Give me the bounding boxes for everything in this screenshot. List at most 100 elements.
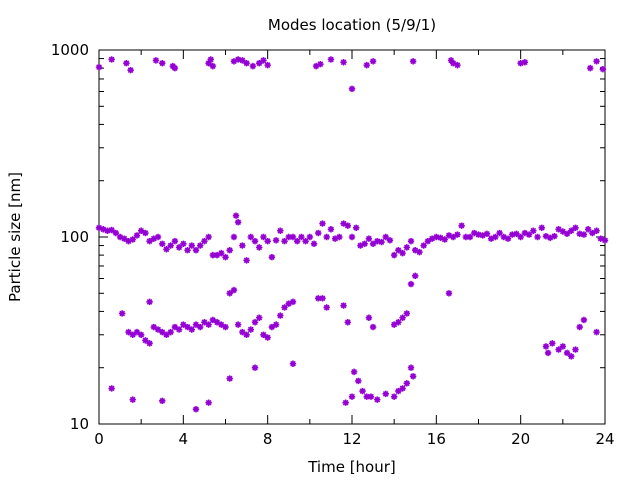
x-tick-label: 16 <box>427 430 446 448</box>
data-point <box>260 331 267 338</box>
data-point <box>175 326 183 333</box>
data-point <box>500 233 507 241</box>
data-point <box>201 319 208 326</box>
y-tick-label: 100 <box>60 228 89 246</box>
data-point <box>420 242 427 249</box>
data-point <box>192 405 200 413</box>
data-point <box>409 58 417 65</box>
x-tick-label: 8 <box>263 430 273 448</box>
data-point <box>205 399 212 406</box>
data-point <box>382 390 389 398</box>
data-point <box>108 385 115 392</box>
data-point <box>163 246 170 253</box>
data-point <box>315 295 322 302</box>
data-point <box>584 226 592 233</box>
x-tick-label: 4 <box>179 430 189 448</box>
data-point <box>150 323 158 331</box>
data-point <box>159 397 166 405</box>
data-point <box>159 59 166 67</box>
data-point <box>357 242 364 249</box>
data-point <box>133 328 141 336</box>
data-point <box>555 346 562 353</box>
data-point <box>466 233 474 241</box>
data-point <box>104 227 111 234</box>
data-point <box>350 368 358 376</box>
data-point <box>108 226 115 234</box>
data-point <box>213 319 221 326</box>
data-point <box>226 246 233 254</box>
data-point <box>367 393 375 400</box>
data-point <box>129 236 136 243</box>
data-point <box>407 237 415 245</box>
data-point <box>340 220 347 227</box>
data-point <box>409 373 417 380</box>
data-point <box>479 232 486 239</box>
data-point <box>293 237 301 245</box>
data-point <box>171 237 179 245</box>
data-point <box>542 343 550 350</box>
data-point <box>289 360 297 367</box>
data-point <box>226 290 233 297</box>
data-point <box>260 57 267 64</box>
data-point <box>310 240 318 247</box>
data-point <box>331 235 339 242</box>
data-point <box>150 235 158 242</box>
data-point <box>353 224 360 231</box>
data-point <box>344 222 351 229</box>
data-point <box>167 328 174 336</box>
data-point <box>534 233 541 241</box>
data-point <box>340 302 347 309</box>
data-point <box>123 59 130 67</box>
data-point <box>342 399 349 406</box>
data-point <box>116 233 124 241</box>
data-point <box>496 229 503 237</box>
data-point <box>403 380 411 387</box>
data-point <box>197 242 204 249</box>
data-point <box>538 224 545 231</box>
data-point <box>222 323 229 331</box>
data-point <box>445 290 453 297</box>
data-point <box>171 323 179 331</box>
data-point <box>234 321 242 328</box>
data-point <box>399 385 406 392</box>
data-point <box>544 349 552 357</box>
data-point <box>454 61 461 69</box>
data-point <box>517 233 524 241</box>
data-point <box>251 364 259 371</box>
data-point <box>207 56 214 63</box>
data-point <box>264 237 271 245</box>
data-point <box>369 240 377 247</box>
x-tick-label: 12 <box>342 430 361 448</box>
data-point <box>152 57 160 64</box>
data-point <box>222 253 229 261</box>
data-point <box>95 224 103 231</box>
data-point <box>530 227 537 234</box>
data-point <box>450 233 457 241</box>
data-point <box>441 236 448 243</box>
data-point <box>450 59 457 67</box>
data-point <box>416 248 423 256</box>
data-point <box>184 246 191 254</box>
data-point <box>395 246 402 254</box>
data-point <box>323 304 330 311</box>
data-point <box>546 234 554 242</box>
data-point <box>95 63 103 71</box>
data-point <box>576 230 583 238</box>
data-point <box>433 233 440 241</box>
data-point <box>315 229 322 237</box>
data-point <box>167 242 174 249</box>
data-point <box>218 249 225 257</box>
data-point <box>504 235 512 242</box>
data-point <box>390 393 398 400</box>
data-point <box>268 253 276 261</box>
data-point <box>369 323 377 331</box>
data-point <box>232 212 240 219</box>
data-point <box>209 316 217 324</box>
data-point <box>348 85 356 93</box>
x-tick-label: 24 <box>595 430 614 448</box>
data-point <box>572 346 579 353</box>
x-tick-label: 20 <box>511 430 530 448</box>
y-axis-label: Particle size [nm] <box>6 172 24 302</box>
data-point <box>268 323 276 331</box>
data-point <box>256 314 263 321</box>
